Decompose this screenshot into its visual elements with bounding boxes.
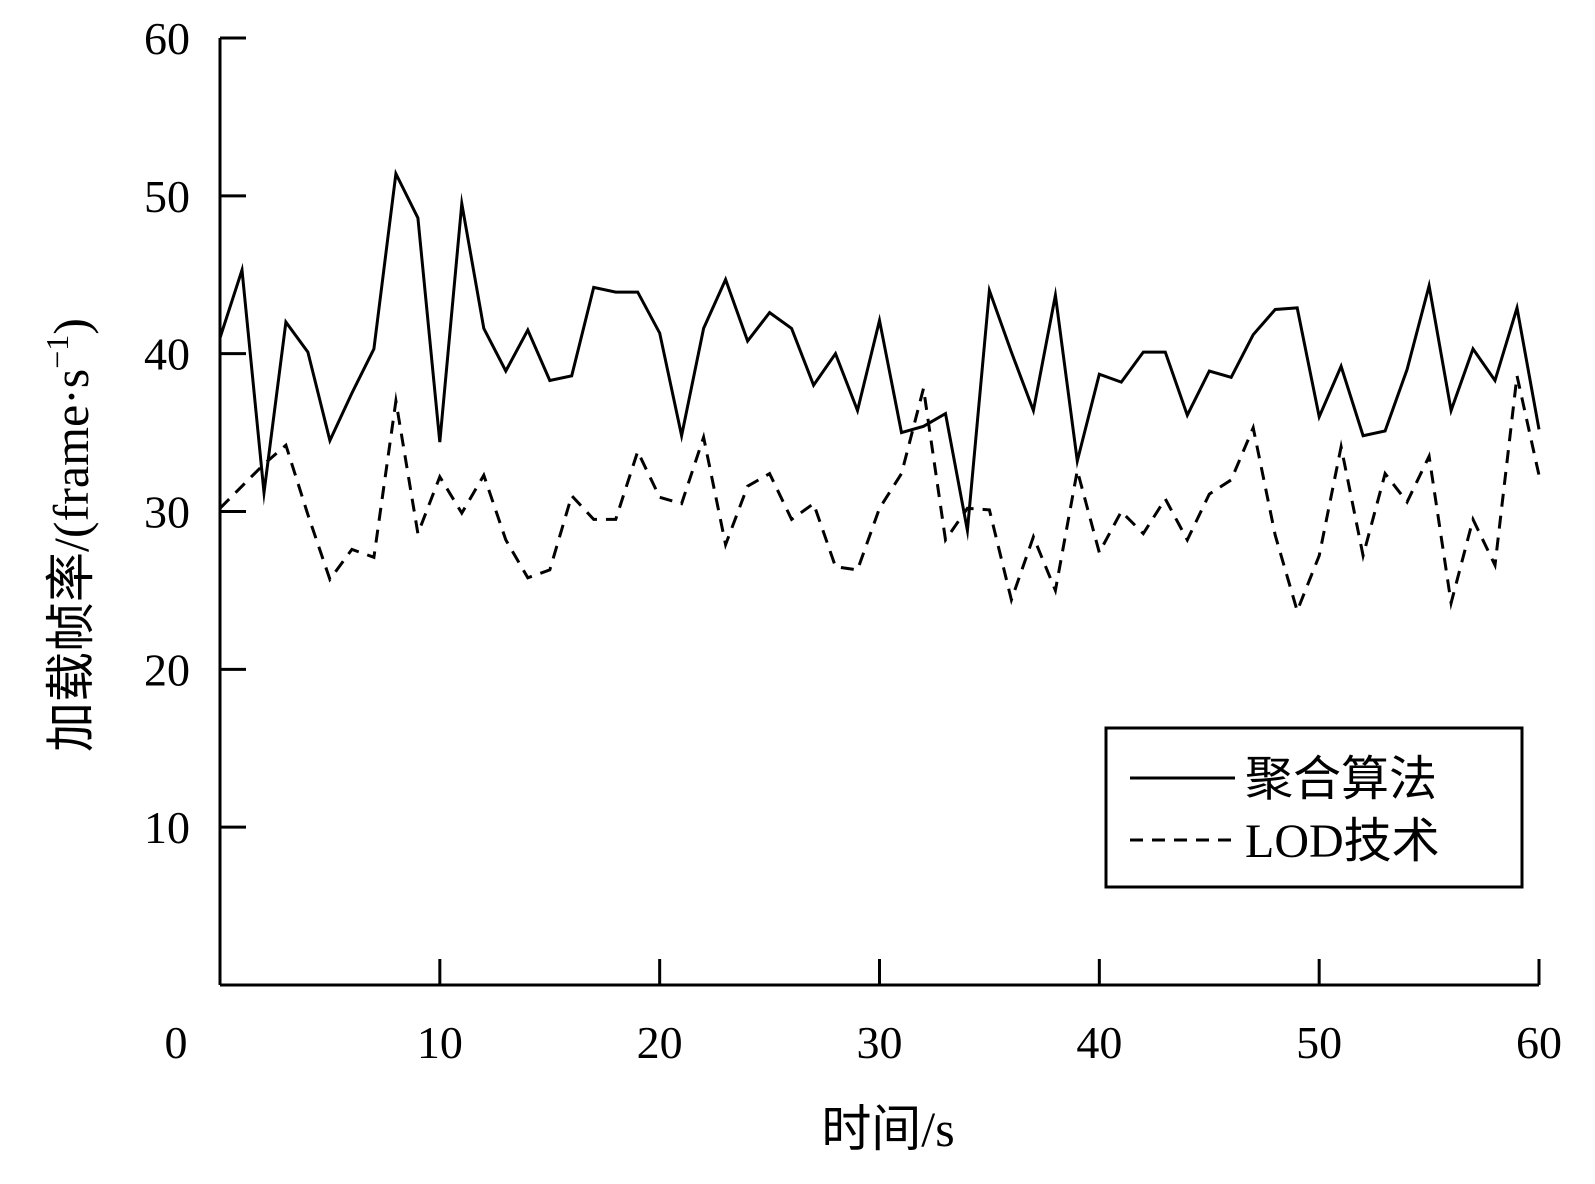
axes: 10 20 30 40 50 60 0 10 20 30 40 50 60 — [144, 13, 1562, 1068]
x-tick-label: 20 — [637, 1017, 683, 1068]
plot-area — [218, 168, 1541, 616]
y-tick-label: 10 — [144, 802, 190, 853]
x-tick-label: 60 — [1516, 1017, 1562, 1068]
legend-label-aggregation: 聚合算法 — [1245, 753, 1437, 806]
legend: 聚合算法 LOD技术 — [1104, 726, 1524, 889]
legend-label-lod: LOD技术 — [1245, 815, 1440, 868]
x-tick-label: 10 — [417, 1017, 463, 1068]
x-tick-label: 40 — [1076, 1017, 1122, 1068]
y-axis-title: 加载帧率/(frame·s−1) — [39, 318, 99, 752]
series-line-lod — [218, 366, 1541, 616]
y-tick-label: 60 — [144, 13, 190, 64]
legend-box — [1104, 726, 1524, 889]
y-axis-title-superscript: −1 — [39, 335, 75, 369]
x-tick-label: 50 — [1296, 1017, 1342, 1068]
y-tick-label: 40 — [144, 329, 190, 380]
x-axis-title: 时间/s — [821, 1101, 954, 1157]
y-tick-label: 20 — [144, 644, 190, 695]
x-tick-label: 30 — [857, 1017, 903, 1068]
x-tick-label: 0 — [165, 1017, 188, 1068]
y-axis-title-close: ) — [43, 318, 99, 335]
y-axis-title-text: 加载帧率/(frame·s−1) — [39, 318, 99, 752]
y-axis-title-main: 加载帧率/(frame·s — [43, 369, 99, 752]
series-line-aggregation — [218, 168, 1541, 542]
y-tick-label: 50 — [144, 171, 190, 222]
y-tick-label: 30 — [144, 487, 190, 538]
